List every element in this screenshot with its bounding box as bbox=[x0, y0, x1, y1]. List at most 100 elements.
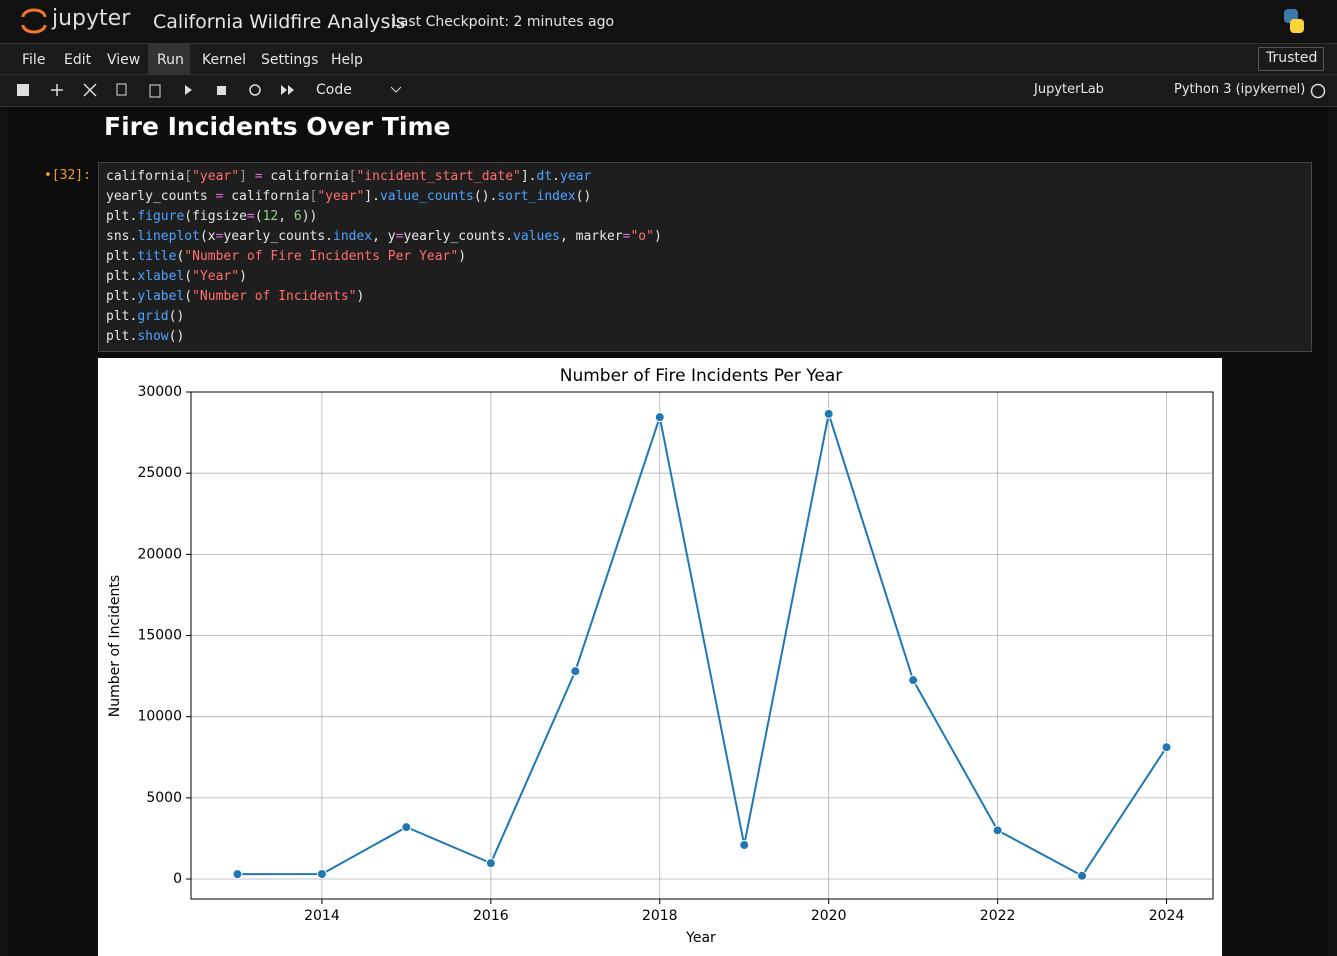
code-token: california bbox=[223, 189, 310, 204]
code-token: index bbox=[333, 229, 373, 244]
dropdown-arrow bbox=[390, 86, 402, 93]
code-token: title bbox=[137, 249, 177, 264]
code-token: ) bbox=[653, 229, 662, 244]
code-token: ylabel bbox=[137, 289, 185, 304]
code-token: ( bbox=[254, 209, 263, 224]
menu-item[interactable]: Kernel bbox=[202, 52, 246, 68]
x-tick-label: 2022 bbox=[980, 908, 1016, 924]
code-token: plt. bbox=[106, 309, 138, 324]
data-point bbox=[739, 839, 750, 850]
menu-bar: Trusted File Edit View Run Kernel Settings Hel… bbox=[0, 44, 1337, 75]
code-token: plt. bbox=[106, 289, 138, 304]
code-token: "Number of Incidents" bbox=[192, 289, 357, 304]
code-token: plt. bbox=[106, 249, 138, 264]
x-tick-label: 2016 bbox=[473, 908, 509, 924]
checkpoint: Last Checkpoint: 2 minutes ago bbox=[392, 14, 615, 30]
y-tick-label: 30000 bbox=[137, 384, 182, 400]
code-token: "o" bbox=[630, 229, 654, 244]
data-point bbox=[316, 868, 327, 879]
jupyterlab-link[interactable]: JupyterLab bbox=[1034, 82, 1104, 97]
code-token: [ bbox=[309, 189, 318, 204]
code-token: plt. bbox=[106, 269, 138, 284]
code-token: 12 bbox=[262, 209, 279, 224]
code-line: plt.show() bbox=[106, 329, 184, 344]
code-token: show bbox=[137, 329, 169, 344]
code-token: xlabel bbox=[137, 269, 185, 284]
trusted-box bbox=[1258, 47, 1324, 71]
code-token: ( bbox=[184, 269, 193, 284]
code-token: yearly_counts bbox=[106, 189, 216, 204]
data-point bbox=[908, 675, 919, 686]
code-token: plt. bbox=[106, 329, 138, 344]
data-point bbox=[823, 408, 834, 419]
code-token: = bbox=[395, 229, 404, 244]
code-token: (x bbox=[199, 229, 216, 244]
y-tick-label: 10000 bbox=[137, 709, 182, 725]
data-point bbox=[232, 869, 243, 880]
code-token: , y bbox=[372, 229, 396, 244]
code-token: . bbox=[552, 169, 560, 184]
code-line: yearly_counts = california["year"].value… bbox=[106, 189, 591, 204]
code-token: ] bbox=[239, 169, 255, 184]
code-cell[interactable]: california["year"] = california["inciden… bbox=[98, 162, 1312, 352]
logo-text: jupyter bbox=[52, 6, 131, 31]
trusted[interactable]: Trusted bbox=[1266, 50, 1318, 66]
code-token: california bbox=[262, 169, 349, 184]
data-line bbox=[237, 413, 1168, 878]
code-token: dt bbox=[536, 169, 553, 184]
menu-item[interactable]: Run bbox=[157, 52, 184, 68]
menu-active bbox=[148, 44, 190, 74]
code-token: values bbox=[513, 229, 560, 244]
code-token: ) bbox=[356, 289, 365, 304]
code-token: () bbox=[168, 329, 185, 344]
x-tick-label: 2018 bbox=[642, 908, 678, 924]
code-token: = bbox=[254, 169, 263, 184]
x-axis-label: Year bbox=[685, 930, 716, 946]
jupyter-logo-icon bbox=[21, 8, 47, 34]
code-token: year bbox=[560, 169, 592, 184]
plot-frame bbox=[190, 391, 1214, 900]
code-line: california["year"] = california["inciden… bbox=[106, 169, 591, 184]
code-token: "year" bbox=[317, 189, 365, 204]
data-point bbox=[1161, 742, 1172, 753]
x-tick-label: 2014 bbox=[304, 908, 340, 924]
code-token: "Number of Fire Incidents Per Year" bbox=[184, 249, 459, 264]
code-line: plt.grid() bbox=[106, 309, 184, 324]
code-token: ) bbox=[239, 269, 247, 284]
menu-item[interactable]: Settings bbox=[261, 52, 319, 68]
code-token: california bbox=[106, 169, 185, 184]
y-axis-label: Number of Incidents bbox=[107, 575, 123, 717]
y-tick-label: 25000 bbox=[137, 465, 182, 481]
code-token: [ bbox=[184, 169, 193, 184]
kernel-status bbox=[1310, 83, 1326, 99]
menu-item[interactable]: Edit bbox=[64, 52, 92, 68]
code-token: ( bbox=[184, 289, 193, 304]
toolbar-icons bbox=[17, 83, 294, 98]
menu-item[interactable]: Help bbox=[331, 52, 363, 68]
data-point bbox=[401, 822, 412, 833]
cell-prompt: •[32]: bbox=[44, 168, 91, 183]
notebook-title[interactable]: California Wildfire Analysis bbox=[153, 11, 406, 33]
kernel-name[interactable]: Python 3 (ipykernel) bbox=[1174, 82, 1306, 97]
python-logo bbox=[1284, 9, 1304, 33]
code-token: (). bbox=[473, 189, 498, 204]
code-line: sns.lineplot(x=yearly_counts.index, y=ye… bbox=[106, 229, 662, 244]
code-token: figure bbox=[137, 209, 185, 224]
data-point bbox=[654, 412, 665, 423]
x-tick-label: 2024 bbox=[1149, 908, 1185, 924]
code-token: sort_index bbox=[497, 189, 576, 204]
code-token: yearly_counts. bbox=[403, 229, 514, 244]
code-token: ) bbox=[458, 249, 467, 264]
chart: Number of Fire Incidents Per Year Year N… bbox=[98, 358, 1222, 956]
code-token: = bbox=[246, 209, 255, 224]
y-tick-label: 20000 bbox=[137, 546, 182, 562]
menu-item[interactable]: File bbox=[22, 52, 46, 68]
code-token: [ bbox=[348, 169, 357, 184]
cell-type[interactable]: Code bbox=[316, 82, 352, 98]
code-token: "Year" bbox=[192, 269, 240, 284]
menu-item[interactable]: View bbox=[107, 52, 141, 68]
code-token: () bbox=[168, 309, 185, 324]
code-line: plt.xlabel("Year") bbox=[106, 269, 247, 284]
code-line: plt.ylabel("Number of Incidents") bbox=[106, 289, 364, 304]
